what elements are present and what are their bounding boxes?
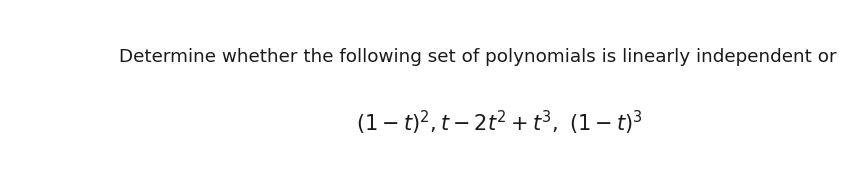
Text: Determine whether the following set of polynomials is linearly independent or no: Determine whether the following set of p… <box>119 48 841 66</box>
Text: $(1-t)^2, t-2t^2+t^3,\ (1-t)^3$: $(1-t)^2, t-2t^2+t^3,\ (1-t)^3$ <box>356 109 643 137</box>
